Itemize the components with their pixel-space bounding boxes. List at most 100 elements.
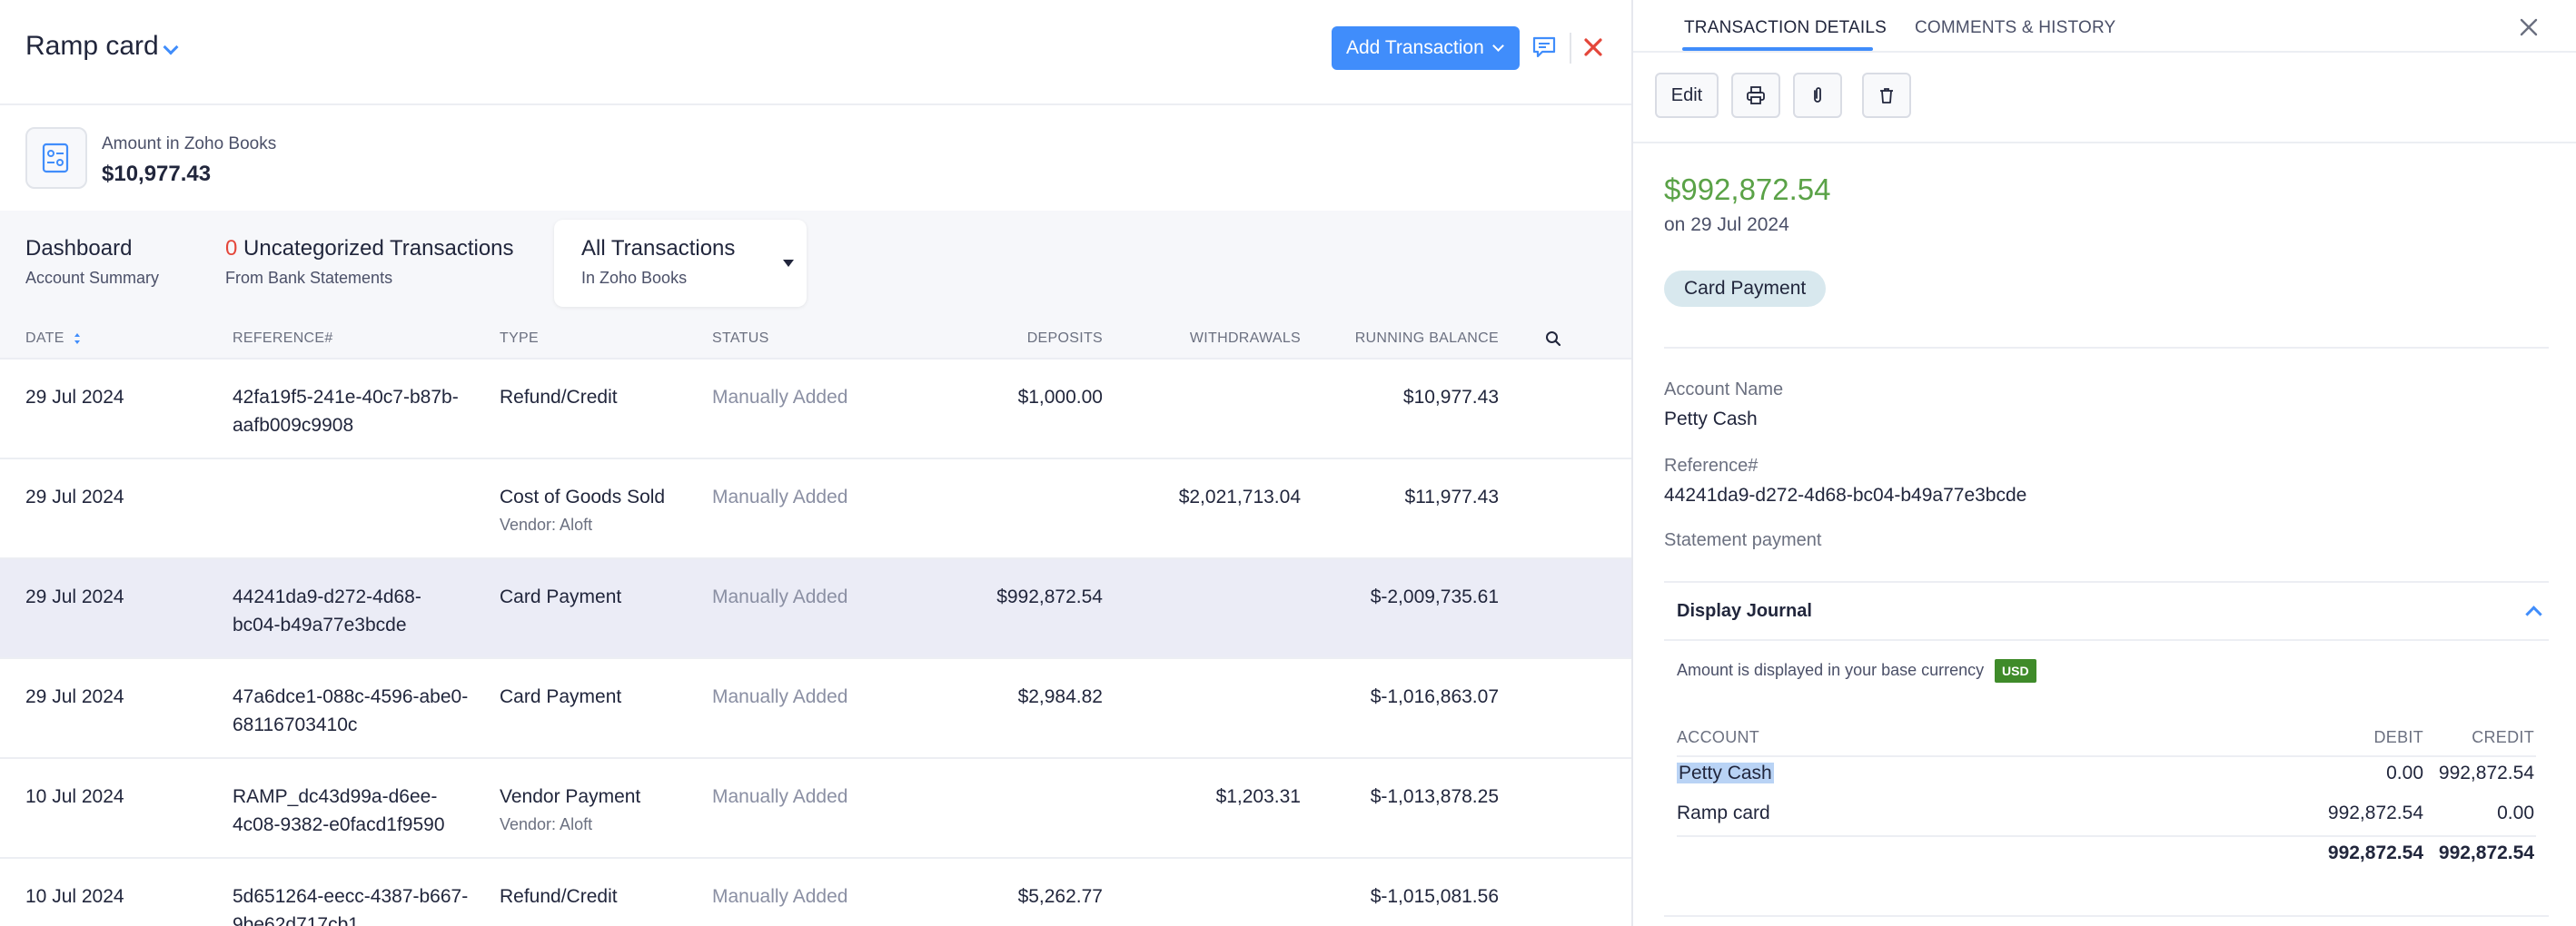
journal-row-account: Ramp card [1677, 803, 1770, 823]
journal-row-debit: 992,872.54 [2327, 803, 2423, 823]
column-running-balance: RUNNING BALANCE [1354, 330, 1499, 346]
printer-icon [1747, 86, 1765, 104]
row-balance: $-1,015,081.56 [1370, 886, 1499, 907]
display-journal-toggle[interactable]: Display Journal [1677, 601, 1812, 621]
row-withdrawal: $1,203.31 [1215, 786, 1301, 807]
transaction-details-pane: TRANSACTION DETAILS COMMENTS & HISTORY E… [1631, 0, 2576, 926]
delete-button[interactable] [1862, 73, 1911, 118]
table-header: DATE REFERENCE# TYPE STATUS DEPOSITS WIT… [0, 318, 1631, 360]
divider [1664, 347, 2549, 349]
row-balance: $-1,016,863.07 [1370, 686, 1499, 707]
account-name-value: Petty Cash [1664, 409, 1758, 429]
tab-comments-history[interactable]: COMMENTS & HISTORY [1915, 18, 2116, 37]
row-reference: 47a6dce1-088c-4596-abe0-68116703410c [233, 686, 469, 735]
table-row-selected[interactable]: 29 Jul 2024 44241da9-d272-4d68-bc04-b49a… [0, 559, 1631, 659]
row-balance: $11,977.43 [1404, 487, 1499, 507]
journal-row-account: Petty Cash [1677, 763, 1774, 783]
reference-label: Reference# [1664, 456, 1759, 476]
row-status: Manually Added [712, 886, 848, 907]
chevron-up-icon[interactable] [2525, 606, 2542, 623]
tab-all-subtitle: In Zoho Books [581, 269, 688, 287]
amount-value: $10,977.43 [102, 162, 212, 186]
active-tab-indicator [1682, 47, 1873, 51]
divider [1570, 33, 1571, 64]
add-transaction-label: Add Transaction [1346, 37, 1484, 58]
account-title[interactable]: Ramp card [25, 31, 159, 61]
add-transaction-button[interactable]: Add Transaction [1332, 26, 1520, 70]
print-button[interactable] [1731, 73, 1780, 118]
dropdown-caret-icon[interactable] [783, 260, 794, 267]
transaction-date: on 29 Jul 2024 [1664, 214, 1789, 235]
journal-column-account: ACCOUNT [1677, 728, 1760, 746]
tab-transaction-details[interactable]: TRANSACTION DETAILS [1684, 18, 1887, 37]
amount-summary [0, 105, 1631, 211]
table-row[interactable]: 10 Jul 2024 5d651264-eecc-4387-b667-9be6… [0, 859, 1631, 926]
row-date: 10 Jul 2024 [25, 786, 124, 807]
row-date: 10 Jul 2024 [25, 886, 124, 907]
journal-column-debit: DEBIT [2373, 728, 2423, 746]
row-deposit: $992,872.54 [996, 586, 1103, 607]
table-row[interactable]: 29 Jul 2024 Cost of Goods Sold Vendor: Al… [0, 459, 1631, 559]
transaction-amount: $992,872.54 [1664, 172, 1831, 206]
row-type: Card Payment [500, 586, 622, 607]
close-icon[interactable] [1579, 33, 1608, 62]
edit-button[interactable]: Edit [1655, 73, 1719, 118]
tab-uncategorized-subtitle: From Bank Statements [225, 269, 393, 287]
amount-label: Amount in Zoho Books [102, 134, 277, 153]
row-type: Card Payment [500, 686, 622, 707]
row-balance: $10,977.43 [1402, 387, 1499, 408]
row-status: Manually Added [712, 686, 848, 707]
search-icon[interactable] [1544, 330, 1562, 348]
account-header: Ramp card Add Transaction [0, 0, 1631, 105]
row-reference: 42fa19f5-241e-40c7-b87b-aafb009c9908 [233, 387, 459, 436]
currency-note: Amount is displayed in your base currenc… [1677, 661, 1985, 679]
row-vendor: Vendor: Aloft [500, 815, 593, 833]
close-icon[interactable] [2516, 15, 2541, 40]
comment-icon[interactable] [1530, 33, 1559, 62]
row-status: Manually Added [712, 387, 848, 408]
tab-all-transactions[interactable]: All Transactions In Zoho Books [554, 220, 807, 307]
chevron-down-icon [1492, 40, 1504, 52]
column-type: TYPE [500, 330, 539, 346]
account-switch-chevron-icon[interactable] [163, 39, 179, 55]
attach-button[interactable] [1793, 73, 1842, 118]
uncategorized-count: 0 [225, 236, 238, 261]
paperclip-icon [1814, 87, 1821, 103]
row-type: Refund/Credit [500, 387, 618, 408]
sort-icon[interactable] [72, 331, 83, 346]
table-row[interactable]: 29 Jul 2024 42fa19f5-241e-40c7-b87b-aafb… [0, 360, 1631, 459]
account-name-label: Account Name [1664, 379, 1784, 399]
reference-value: 44241da9-d272-4d68-bc04-b49a77e3bcde [1664, 485, 2027, 506]
tab-dashboard[interactable]: Dashboard [25, 236, 133, 261]
currency-badge: USD [1995, 659, 2036, 683]
table-row[interactable]: 29 Jul 2024 47a6dce1-088c-4596-abe0-6811… [0, 659, 1631, 759]
row-vendor: Vendor: Aloft [500, 516, 593, 534]
row-deposit: $5,262.77 [1017, 886, 1103, 907]
divider [1664, 639, 2549, 641]
row-balance: $-2,009,735.61 [1370, 586, 1499, 607]
bank-account-icon [25, 127, 87, 189]
column-reference: REFERENCE# [233, 330, 333, 346]
table-row[interactable]: 10 Jul 2024 RAMP_dc43d99a-d6ee-4c08-9382… [0, 759, 1631, 859]
tab-dashboard-subtitle: Account Summary [25, 269, 160, 287]
row-deposit: $1,000.00 [1017, 387, 1103, 408]
row-deposit: $2,984.82 [1017, 686, 1103, 707]
column-date[interactable]: DATE [25, 330, 83, 347]
transaction-description: Statement payment [1664, 530, 1822, 550]
tab-uncategorized[interactable]: 0 Uncategorized Transactions [225, 236, 514, 261]
tab-all-title: All Transactions [581, 236, 736, 261]
column-withdrawals: WITHDRAWALS [1189, 330, 1301, 346]
row-date: 29 Jul 2024 [25, 586, 124, 607]
details-toolbar: Edit [1633, 53, 2576, 143]
view-tabs: Dashboard Account Summary 0 Uncategorize… [0, 211, 1631, 318]
trash-icon [1880, 88, 1893, 103]
journal-column-credit: CREDIT [2472, 728, 2534, 746]
journal-row-credit: 992,872.54 [2438, 763, 2534, 783]
row-type: Vendor Payment Vendor: Aloft [500, 783, 640, 838]
journal-row-debit: 0.00 [2386, 763, 2423, 783]
row-status: Manually Added [712, 586, 848, 607]
divider [1677, 755, 2536, 757]
transaction-type-badge: Card Payment [1664, 271, 1827, 307]
row-status: Manually Added [712, 786, 848, 807]
transactions-pane: Ramp card Add Transaction Amount in Zoho… [0, 0, 1631, 926]
